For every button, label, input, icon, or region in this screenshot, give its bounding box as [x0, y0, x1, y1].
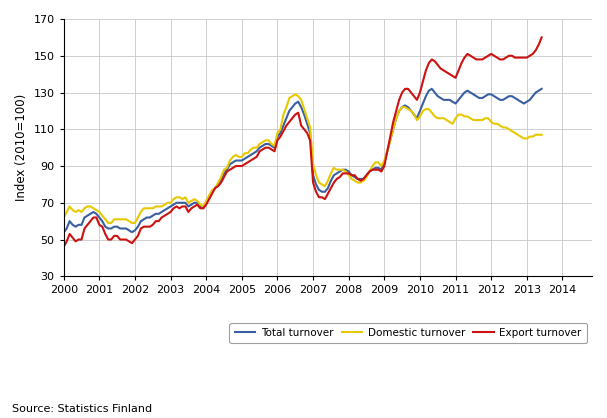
Total turnover: [443, 97, 450, 102]
Export turnover: [214, 184, 222, 189]
Domestic turnover: [101, 217, 109, 222]
Export turnover: [440, 68, 447, 73]
Total turnover: [217, 176, 225, 181]
Legend: Total turnover, Domestic turnover, Export turnover: Total turnover, Domestic turnover, Expor…: [229, 323, 587, 343]
Domestic turnover: [446, 120, 453, 125]
Line: Export turnover: Export turnover: [64, 37, 541, 247]
Export turnover: [60, 245, 67, 250]
Domestic turnover: [60, 215, 67, 220]
Line: Total turnover: Total turnover: [64, 89, 541, 232]
Export turnover: [217, 180, 225, 185]
Domestic turnover: [220, 167, 228, 172]
Text: Source: Statistics Finland: Source: Statistics Finland: [12, 404, 152, 414]
Line: Domestic turnover: Domestic turnover: [64, 94, 541, 223]
Domestic turnover: [381, 158, 388, 163]
Domestic turnover: [291, 92, 299, 97]
Total turnover: [428, 87, 435, 92]
Y-axis label: Index (2010=100): Index (2010=100): [15, 94, 28, 201]
Export turnover: [443, 70, 450, 75]
Export turnover: [101, 232, 109, 237]
Total turnover: [101, 224, 109, 229]
Total turnover: [446, 97, 453, 102]
Total turnover: [60, 229, 67, 234]
Total turnover: [214, 182, 222, 187]
Total turnover: [538, 87, 545, 92]
Export turnover: [375, 167, 382, 172]
Export turnover: [538, 35, 545, 40]
Domestic turnover: [104, 220, 112, 225]
Total turnover: [375, 166, 382, 171]
Domestic turnover: [538, 132, 545, 137]
Domestic turnover: [217, 175, 225, 180]
Domestic turnover: [449, 121, 456, 126]
